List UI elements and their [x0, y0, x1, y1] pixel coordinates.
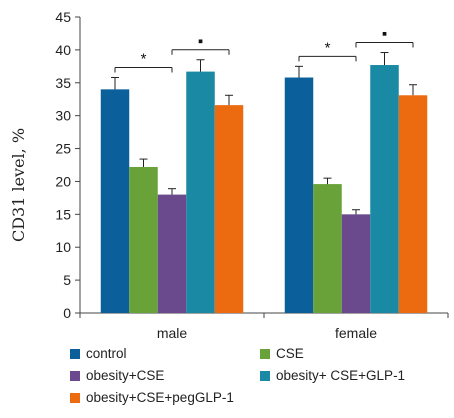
bar [341, 214, 371, 313]
legend-item: obesity+CSE+pegGLP-1 [70, 390, 234, 405]
bar [100, 89, 130, 313]
significance-bracket: ▪ [171, 33, 230, 55]
chart: 0 5 10 15 20 25 30 35 40 45 male female * ▪ * ▪ CD31 l… [9, 9, 449, 340]
y-axis-title: CD31 level, % [9, 128, 28, 242]
y-tick-label: 10 [55, 239, 71, 255]
legend-label: obesity+ CSE+GLP-1 [276, 368, 406, 383]
y-tick-label: 35 [55, 75, 71, 91]
legend-item: control [70, 346, 127, 361]
significance-marker: * [141, 51, 147, 68]
legend-label: obesity+CSE+pegGLP-1 [86, 390, 234, 405]
legend-item: obesity+CSE [70, 368, 164, 383]
y-tick-label: 40 [55, 42, 71, 58]
bar [214, 105, 244, 314]
y-tick-label: 30 [55, 108, 71, 124]
significance-annotations: * ▪ * ▪ [114, 26, 414, 73]
bars [100, 52, 428, 314]
bar [186, 71, 215, 314]
bar [284, 77, 314, 313]
significance-marker: * [325, 39, 331, 56]
legend-label: control [86, 346, 127, 361]
y-tick-label: 45 [55, 9, 71, 25]
bar [398, 95, 428, 313]
legend-label: obesity+CSE [86, 368, 165, 383]
legend-swatch [70, 348, 80, 359]
bar [370, 65, 399, 313]
axes: 0 5 10 15 20 25 30 35 40 45 male female [55, 9, 449, 340]
legend-label: CSE [276, 346, 304, 361]
y-tick-label: 20 [55, 173, 71, 189]
legend-swatch [70, 392, 80, 403]
bar [313, 184, 342, 313]
legend-swatch [260, 370, 270, 381]
bar [157, 194, 187, 313]
bar [129, 166, 158, 313]
significance-bracket: * [114, 51, 173, 73]
x-tick-label: female [335, 325, 377, 340]
y-tick-label: 25 [55, 141, 71, 157]
significance-marker: ▪ [382, 26, 387, 43]
x-tick-label: male [157, 325, 188, 340]
legend-item: obesity+ CSE+GLP-1 [260, 368, 405, 383]
legend-swatch [70, 370, 80, 381]
y-tick-label: 5 [63, 272, 71, 288]
legend-swatch [260, 348, 270, 359]
y-tick-label: 15 [55, 206, 71, 222]
significance-bracket: ▪ [355, 26, 414, 48]
y-tick-label: 0 [63, 305, 71, 321]
significance-bracket: * [298, 39, 357, 62]
legend-item: CSE [260, 346, 304, 361]
significance-marker: ▪ [198, 33, 203, 50]
